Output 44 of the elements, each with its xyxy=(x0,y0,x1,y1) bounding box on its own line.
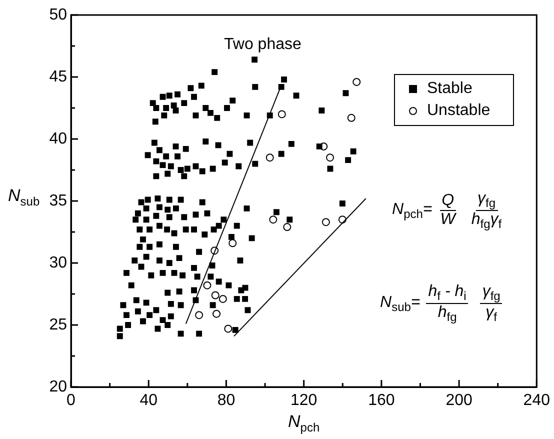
point xyxy=(352,78,361,86)
point xyxy=(326,154,334,162)
point xyxy=(228,239,237,248)
x-tick-label: 40 xyxy=(140,392,158,410)
point xyxy=(195,311,204,320)
y-tick-label: 20 xyxy=(49,378,68,396)
annotation: Q xyxy=(440,192,456,212)
point xyxy=(203,281,212,290)
point xyxy=(322,218,330,226)
y-tick-label: 45 xyxy=(49,68,68,86)
y-tick-label: 40 xyxy=(49,130,68,148)
x-tick-label: 80 xyxy=(217,392,236,410)
point xyxy=(266,154,274,162)
annotation: h$_{f}$ - h$_{i}$ xyxy=(426,283,468,304)
legend-label: Unstable xyxy=(427,102,490,120)
annotation: h$_{fg}$ xyxy=(436,304,458,324)
point xyxy=(212,310,221,318)
point xyxy=(347,114,356,122)
y-tick-label: 35 xyxy=(49,192,68,210)
x-tick-label: 200 xyxy=(446,392,472,410)
x-tick-label: 0 xyxy=(66,392,76,410)
point xyxy=(278,110,286,118)
y-tick-label: 30 xyxy=(49,254,68,272)
annotation: γ$_{fg}$ xyxy=(480,283,502,304)
point xyxy=(283,223,292,232)
y-tick-label: 50 xyxy=(49,6,68,24)
annotation: Two phase xyxy=(224,36,302,54)
point xyxy=(211,291,220,300)
annotation: N$_{sub}$= xyxy=(380,294,420,314)
x-axis-title: N$_{pch}$ xyxy=(288,412,320,434)
legend-label: Stable xyxy=(427,80,472,98)
point xyxy=(224,324,232,333)
y-tick-label: 25 xyxy=(49,316,68,334)
y-axis-title: N$_{sub}$ xyxy=(8,186,40,208)
annotation: N$_{pch}$= xyxy=(392,200,432,221)
annotation: γ$_{fg}$ xyxy=(476,190,498,212)
annotation: h$_{fg}$γ$_{f}$ xyxy=(470,211,503,232)
point xyxy=(218,294,227,303)
x-tick-label: 160 xyxy=(368,392,395,410)
annotation: W xyxy=(439,211,458,230)
point xyxy=(269,216,278,224)
x-tick-label: 240 xyxy=(523,392,550,410)
x-tick-label: 120 xyxy=(290,392,318,410)
annotation: γ$_{f}$ xyxy=(484,304,498,324)
